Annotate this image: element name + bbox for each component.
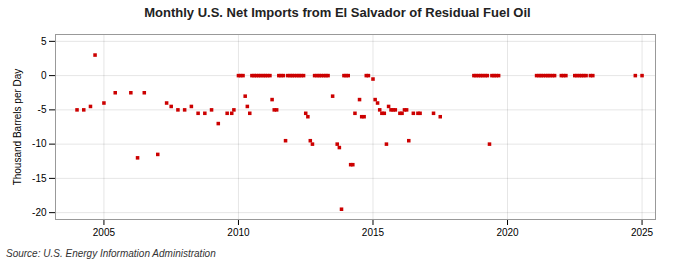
svg-text:2005: 2005 bbox=[93, 227, 116, 238]
svg-text:-10: -10 bbox=[32, 138, 47, 149]
html-text:Monthly U.S. Net Imports from: Monthly U.S. Net Imports from El Salvado… bbox=[144, 5, 531, 20]
svg-text:5: 5 bbox=[41, 36, 47, 47]
svg-text:2020: 2020 bbox=[496, 227, 519, 238]
svg-text:-5: -5 bbox=[38, 104, 47, 115]
svg-text:2025: 2025 bbox=[631, 227, 654, 238]
svg-text:Thousand Barrels per Day: Thousand Barrels per Day bbox=[12, 69, 23, 186]
svg-text:0: 0 bbox=[41, 70, 47, 81]
svg-text:-15: -15 bbox=[32, 173, 47, 184]
html-text:Source: U.S. Energy Informatio: Source: U.S. Energy Information Administ… bbox=[6, 248, 216, 259]
svg-text:2015: 2015 bbox=[362, 227, 385, 238]
svg-text:2010: 2010 bbox=[227, 227, 250, 238]
svg-text:-20: -20 bbox=[32, 207, 47, 218]
